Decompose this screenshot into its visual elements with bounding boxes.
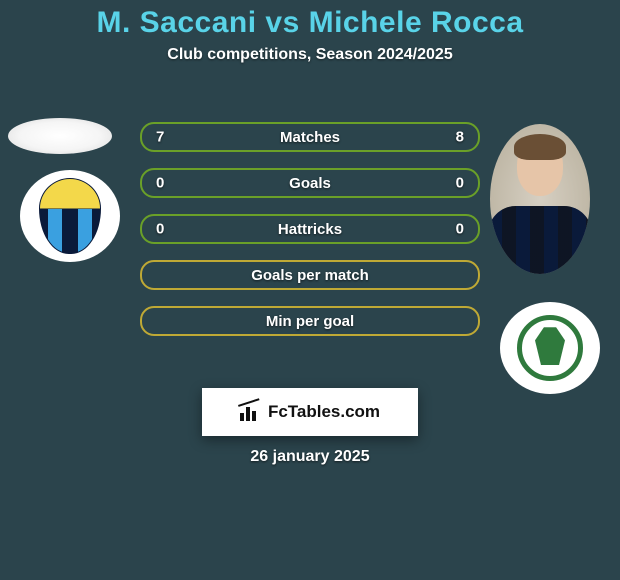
stat-label: Goals per match: [251, 267, 369, 284]
club-left-crest-icon: [39, 178, 101, 254]
page-subtitle: Club competitions, Season 2024/2025: [0, 46, 620, 64]
avatar-stripes: [490, 206, 590, 274]
stats-panel: 7 Matches 8 0 Goals 0 0 Hattricks 0 Goals per mat…: [140, 122, 480, 352]
stat-value-left: 7: [156, 129, 164, 146]
stat-label: Matches: [280, 129, 340, 146]
stat-label: Hattricks: [278, 221, 342, 238]
stat-bar: 7 Matches 8: [140, 122, 480, 152]
generated-date: 26 january 2025: [0, 448, 620, 466]
stat-label: Min per goal: [266, 313, 354, 330]
brand-text: FcTables.com: [268, 402, 380, 422]
stat-value-left: 0: [156, 221, 164, 238]
club-right-crest: [500, 302, 600, 394]
player-left-avatar: [8, 118, 112, 154]
brand-badge: FcTables.com: [202, 388, 418, 436]
stat-bar: 0 Goals 0: [140, 168, 480, 198]
player-right-avatar: [490, 124, 590, 274]
stat-bar: Goals per match: [140, 260, 480, 290]
club-right-crest-icon: [517, 315, 583, 381]
stat-bar: 0 Hattricks 0: [140, 214, 480, 244]
stat-value-right: 8: [456, 129, 464, 146]
avatar-hair: [514, 134, 566, 160]
chart-icon: [240, 403, 260, 421]
page-title: M. Saccani vs Michele Rocca: [0, 0, 620, 40]
stat-bar: Min per goal: [140, 306, 480, 336]
stat-value-left: 0: [156, 175, 164, 192]
stat-value-right: 0: [456, 175, 464, 192]
stat-value-right: 0: [456, 221, 464, 238]
stat-label: Goals: [289, 175, 331, 192]
club-left-crest: [20, 170, 120, 262]
